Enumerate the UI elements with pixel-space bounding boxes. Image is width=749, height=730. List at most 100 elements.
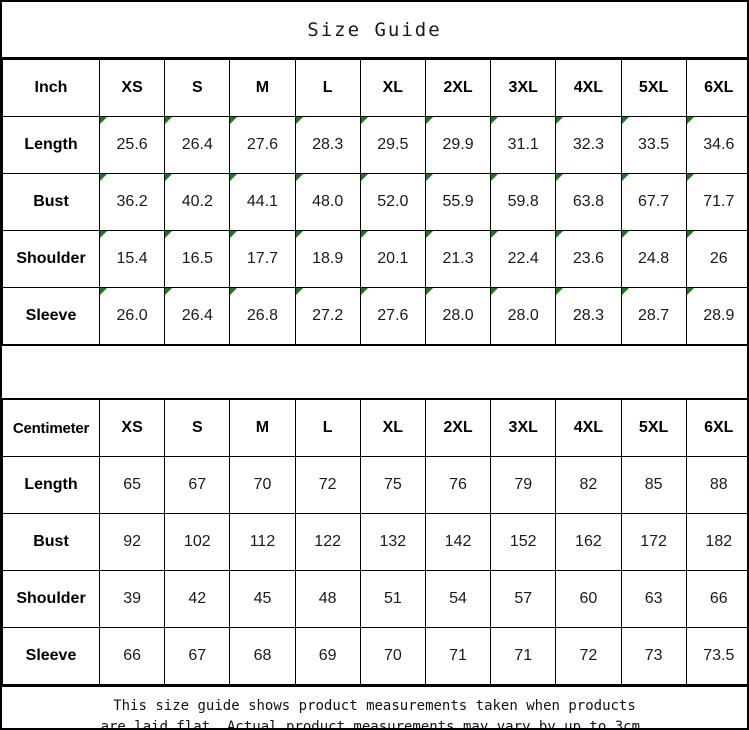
measurement-cell: 63.8 [555,173,622,231]
measurement-cell: 29.9 [424,116,492,174]
size-header-xl: XL [359,59,426,117]
size-header-l: L [294,59,361,117]
size-header-xs: XS [98,399,166,457]
measurement-cell: 72 [555,627,622,685]
size-guide-note: This size guide shows product measuremen… [2,685,747,730]
measurement-cell: 85 [620,456,687,514]
measurement-cell: 102 [164,513,231,571]
measurement-cell: 73.5 [685,627,747,685]
measurement-cell: 39 [98,570,166,628]
measurement-cell: 71.7 [685,173,747,231]
measurement-cell: 59.8 [490,173,557,231]
table-row: Bust 36.2 40.2 44.1 48.0 52.0 55.9 59.8 63.8 67.7… [2,173,747,231]
row-label-length: Length [2,116,100,174]
measurement-cell: 60 [555,570,622,628]
size-header-s: S [164,399,231,457]
title-row: Size Guide [2,2,747,59]
row-label-bust: Bust [2,173,100,231]
inch-table-body: Inch XS S M L XL 2XL 3XL 4XL 5XL 6XL Length 25.6 26.4… [2,59,747,345]
measurement-cell: 68 [229,627,296,685]
measurement-cell: 172 [620,513,687,571]
row-label-sleeve: Sleeve [2,287,100,345]
size-header-xs: XS [98,59,166,117]
measurement-cell: 28.9 [685,287,747,345]
measurement-cell: 28.0 [490,287,557,345]
measurement-cell: 17.7 [229,230,296,288]
table-header-row: Centimeter XS S M L XL 2XL 3XL 4XL 5XL 6XL [2,399,747,457]
measurement-cell: 28.3 [555,287,622,345]
measurement-cell: 52.0 [359,173,426,231]
size-header-4xl: 4XL [555,59,622,117]
measurement-cell: 88 [685,456,747,514]
measurement-cell: 152 [490,513,557,571]
row-label-shoulder: Shoulder [2,230,100,288]
size-header-3xl: 3XL [490,59,557,117]
table-header-row: Inch XS S M L XL 2XL 3XL 4XL 5XL 6XL [2,59,747,117]
unit-header-cell: Centimeter [2,399,100,457]
centimeter-size-table: Centimeter XS S M L XL 2XL 3XL 4XL 5XL 6XL Length 65… [2,399,747,685]
measurement-cell: 70 [229,456,296,514]
measurement-cell: 55.9 [424,173,492,231]
measurement-cell: 67.7 [620,173,687,231]
measurement-cell: 67 [164,627,231,685]
size-header-3xl: 3XL [490,399,557,457]
measurement-cell: 79 [490,456,557,514]
measurement-cell: 122 [294,513,361,571]
measurement-cell: 15.4 [98,230,166,288]
measurement-cell: 42 [164,570,231,628]
row-label-length: Length [2,456,100,514]
measurement-cell: 34.6 [685,116,747,174]
measurement-cell: 27.2 [294,287,361,345]
size-header-l: L [294,399,361,457]
measurement-cell: 27.6 [359,287,426,345]
measurement-cell: 28.0 [424,287,492,345]
unit-header-cell: Inch [2,59,100,117]
measurement-cell: 162 [555,513,622,571]
note-line-2: are laid flat. Actual product measuremen… [100,719,649,730]
measurement-cell: 25.6 [98,116,166,174]
measurement-cell: 51 [359,570,426,628]
size-header-2xl: 2XL [424,399,492,457]
inch-size-table: Inch XS S M L XL 2XL 3XL 4XL 5XL 6XL Length 25.6 26.4… [2,59,747,345]
table-row: Length 65 67 70 72 75 76 79 82 85 88 [2,456,747,514]
measurement-cell: 24.8 [620,230,687,288]
measurement-cell: 65 [98,456,166,514]
note-line-1: This size guide shows product measuremen… [113,698,636,714]
measurement-cell: 82 [555,456,622,514]
measurement-cell: 142 [424,513,492,571]
measurement-cell: 66 [685,570,747,628]
measurement-cell: 26.0 [98,287,166,345]
measurement-cell: 45 [229,570,296,628]
measurement-cell: 70 [359,627,426,685]
measurement-cell: 21.3 [424,230,492,288]
measurement-cell: 23.6 [555,230,622,288]
measurement-cell: 48 [294,570,361,628]
size-header-xl: XL [359,399,426,457]
measurement-cell: 22.4 [490,230,557,288]
measurement-cell: 18.9 [294,230,361,288]
measurement-cell: 28.7 [620,287,687,345]
measurement-cell: 72 [294,456,361,514]
measurement-cell: 67 [164,456,231,514]
table-row: Length 25.6 26.4 27.6 28.3 29.5 29.9 31.1 32.3 33… [2,116,747,174]
measurement-cell: 76 [424,456,492,514]
measurement-cell: 73 [620,627,687,685]
size-header-5xl: 5XL [620,399,687,457]
table-row: Sleeve 66 67 68 69 70 71 71 72 73 73.5 [2,627,747,685]
measurement-cell: 26.4 [164,287,231,345]
measurement-cell: 26.4 [164,116,231,174]
row-label-shoulder: Shoulder [2,570,100,628]
measurement-cell: 27.6 [229,116,296,174]
measurement-cell: 20.1 [359,230,426,288]
inch-table-container: Inch XS S M L XL 2XL 3XL 4XL 5XL 6XL Length 25.6 26.4… [2,59,747,345]
measurement-cell: 28.3 [294,116,361,174]
measurement-cell: 132 [359,513,426,571]
row-label-bust: Bust [2,513,100,571]
size-header-6xl: 6XL [685,59,747,117]
measurement-cell: 36.2 [98,173,166,231]
measurement-cell: 182 [685,513,747,571]
table-row: Shoulder 39 42 45 48 51 54 57 60 63 66 [2,570,747,628]
measurement-cell: 33.5 [620,116,687,174]
measurement-cell: 16.5 [164,230,231,288]
